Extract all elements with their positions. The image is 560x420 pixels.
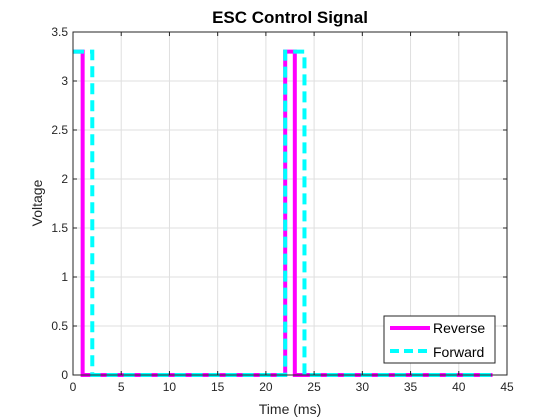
chart-title: ESC Control Signal [212,8,368,27]
x-tick-label: 15 [211,380,225,394]
x-tick-label: 40 [452,380,466,394]
x-tick-label: 20 [259,380,273,394]
x-tick-label: 5 [118,380,125,394]
y-tick-label: 2.5 [51,123,68,137]
y-axis-label: Voltage [29,179,45,226]
legend-label-forward: Forward [433,344,484,360]
y-tick-label: 2 [61,172,68,186]
y-tick-label: 3 [61,74,68,88]
y-tick-label: 0 [61,368,68,382]
legend-label-reverse: Reverse [433,320,485,336]
y-tick-label: 1 [61,270,68,284]
x-tick-label: 30 [356,380,370,394]
y-tick-label: 0.5 [51,319,68,333]
x-tick-label: 0 [70,380,77,394]
x-tick-label: 35 [404,380,418,394]
x-tick-label: 10 [163,380,177,394]
y-tick-label: 1.5 [51,221,68,235]
y-tick-label: 3.5 [51,25,68,39]
x-tick-label: 45 [500,380,514,394]
legend: Reverse Forward [384,316,495,363]
x-axis-label: Time (ms) [259,401,321,417]
x-tick-label: 25 [307,380,321,394]
